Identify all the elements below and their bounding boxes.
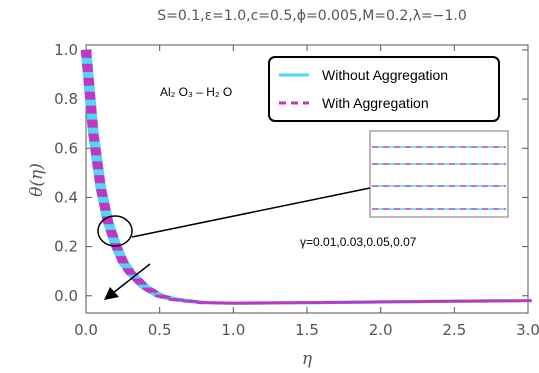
legend: Without Aggregation With Aggregation <box>268 56 500 122</box>
chart-title: S=0.1,ε=1.0,c=0.5,ϕ=0.005,M=0.2,λ=−1.0 <box>157 8 467 24</box>
x-tick-label: 0.5 <box>148 321 172 339</box>
x-tick-label: 1.5 <box>295 321 319 339</box>
x-tick-label: 0.0 <box>74 321 98 339</box>
ticks-layer: 0.0 0.5 1.0 1.5 2.0 2.5 3.0 0.0 0.2 0.4 0.6 0.8 1.0 <box>54 41 539 339</box>
trend-arrow <box>104 263 151 300</box>
y-tick-label: 0.6 <box>54 139 78 157</box>
y-axis-title: θ(η) <box>27 163 47 197</box>
x-axis-title: η <box>302 349 313 369</box>
legend-label-without-aggregation: Without Aggregation <box>322 67 448 83</box>
zoom-connector <box>131 187 371 238</box>
curve-with-aggregation-3 <box>88 49 532 305</box>
x-tick-label: 2.5 <box>442 321 466 339</box>
legend-label-with-aggregation: With Aggregation <box>322 95 429 111</box>
y-tick-label: 0.4 <box>54 188 78 206</box>
x-tick-label: 2.0 <box>369 321 393 339</box>
parameter-label: γ=0.01,0.03,0.05,0.07 <box>300 235 417 249</box>
y-tick-label: 0.8 <box>54 90 78 108</box>
x-tick-label: 1.0 <box>221 321 245 339</box>
x-tick-label: 3.0 <box>516 321 539 339</box>
zoom-inset <box>369 130 509 218</box>
inset-lines <box>372 146 506 210</box>
y-tick-label: 1.0 <box>54 41 78 59</box>
material-label: Al₂ O₃ – H₂ O <box>160 85 232 99</box>
y-tick-label: 0.2 <box>54 238 78 256</box>
zoom-circle <box>97 215 133 247</box>
y-tick-label: 0.0 <box>54 287 78 305</box>
curves-layer <box>80 49 532 305</box>
